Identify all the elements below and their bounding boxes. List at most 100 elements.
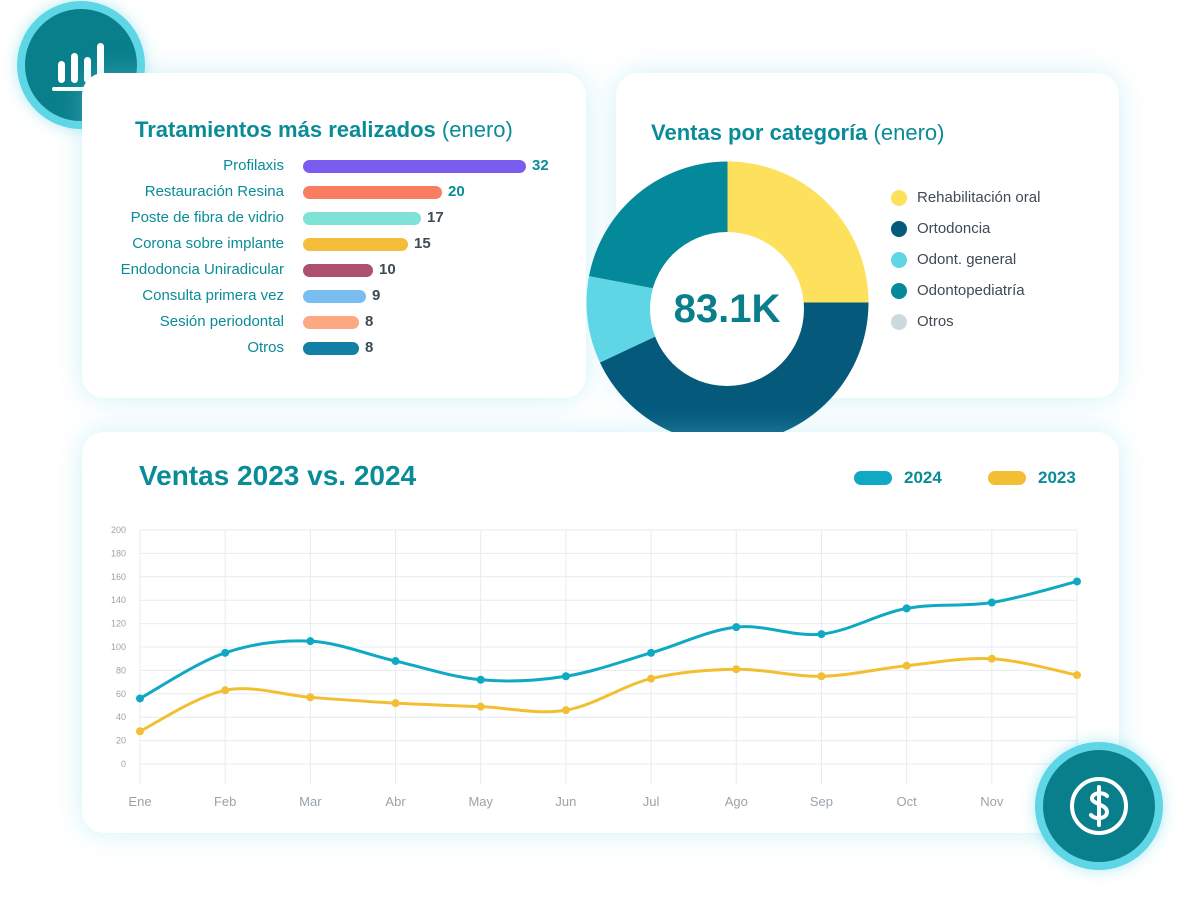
x-tick-label-ago: Ago <box>725 794 748 809</box>
bar-label-endodoncia-uniradicular: Endodoncia Uniradicular <box>120 261 284 278</box>
x-tick-label-sep: Sep <box>810 794 833 809</box>
x-tick-label-ene: Ene <box>128 794 151 809</box>
point-2023-jul <box>647 674 656 683</box>
treatments-card: Tratamientos más realizados (enero) Prof… <box>82 73 586 398</box>
point-2023-mar <box>306 693 315 702</box>
point-2024-nov <box>987 598 996 607</box>
bar-otros <box>303 342 359 355</box>
bar-value-consulta-primera-vez: 9 <box>372 287 381 304</box>
y-tick-label: 200 <box>111 525 126 535</box>
y-tick-label: 100 <box>111 642 126 652</box>
x-tick-label-oct: Oct <box>897 794 918 809</box>
point-2023-ene <box>136 727 144 736</box>
point-2024-feb <box>221 648 230 657</box>
categories-title: Ventas por categoría (enero) <box>651 120 945 145</box>
bar-label-restauracion-resina: Restauración Resina <box>144 183 284 200</box>
series-legend-2024: 2024 <box>854 468 942 488</box>
y-tick-label: 20 <box>116 736 126 746</box>
x-tick-label-abr: Abr <box>385 794 406 809</box>
bar-endodoncia-uniradicular <box>303 264 373 277</box>
y-tick-label: 80 <box>116 665 126 675</box>
bar-label-corona-sobre-implante: Corona sobre implante <box>132 235 284 252</box>
legend-item-odont-general: Odont. general <box>891 251 1016 268</box>
point-2023-feb <box>221 686 230 695</box>
legend-dot-odont-general <box>891 251 907 268</box>
y-tick-label: 0 <box>121 759 126 769</box>
bar-value-profilaxis: 32 <box>532 157 549 174</box>
y-tick-label: 40 <box>116 712 126 722</box>
bar-profilaxis <box>303 160 526 173</box>
bar-consulta-primera-vez <box>303 290 366 303</box>
legend-item-otros: Otros <box>891 313 954 330</box>
legend-item-ortodoncia: Ortodoncia <box>891 220 990 237</box>
y-tick-label: 180 <box>111 548 126 558</box>
treatments-title: Tratamientos más realizados (enero) <box>135 117 513 142</box>
x-tick-label-jul: Jul <box>643 794 660 809</box>
legend-label-odont-general: Odont. general <box>917 251 1017 268</box>
legend-dot-rehabilitacion-oral <box>891 189 907 206</box>
point-2023-nov <box>987 654 996 663</box>
series-line-2023 <box>138 656 1079 733</box>
point-2024-jul <box>647 648 656 657</box>
bar-sesion-periodontal <box>303 316 359 329</box>
x-tick-label-jun: Jun <box>555 794 576 809</box>
legend-dot-ortodoncia <box>891 220 907 237</box>
sales-line-chart: 0 20 40 60 80 100 120 140 160 180 200 Ene Feb Mar Abr M… <box>111 525 1087 809</box>
bar-label-sesion-periodontal: Sesión periodontal <box>159 313 284 330</box>
series-legend-2023: 2023 <box>988 468 1076 488</box>
series-swatch-2023 <box>988 471 1026 485</box>
legend-item-rehabilitacion-oral: Rehabilitación oral <box>891 189 1040 206</box>
x-tick-label-may: May <box>468 794 493 809</box>
line-chart-grid <box>139 529 1078 784</box>
sales-card: Ventas 2023 vs. 2024 2024 2023 0 20 40 60 80 1… <box>82 432 1119 833</box>
bar-value-otros: 8 <box>365 339 374 356</box>
bar-value-corona-sobre-implante: 15 <box>414 235 431 252</box>
point-2024-oct <box>902 604 911 613</box>
y-tick-label: 140 <box>111 595 126 605</box>
point-2023-dic <box>1073 671 1081 680</box>
bar-value-endodoncia-uniradicular: 10 <box>379 261 396 278</box>
bar-label-profilaxis: Profilaxis <box>223 157 284 174</box>
bar-restauracion-resina <box>303 186 442 199</box>
bar-label-otros: Otros <box>247 339 284 356</box>
bar-label-consulta-primera-vez: Consulta primera vez <box>142 287 284 304</box>
x-tick-label-nov: Nov <box>980 794 1004 809</box>
legend-label-rehabilitacion-oral: Rehabilitación oral <box>917 189 1041 206</box>
donut-total-label: 83.1K <box>650 232 804 386</box>
legend-label-ortodoncia: Ortodoncia <box>917 220 991 237</box>
point-2023-oct <box>902 661 911 670</box>
point-2023-ago <box>732 665 741 674</box>
series-line-2024 <box>138 579 1079 700</box>
x-tick-label-feb: Feb <box>214 794 236 809</box>
bar-value-restauracion-resina: 20 <box>448 183 465 200</box>
dollar-coin-icon <box>1035 742 1163 870</box>
point-2024-ene <box>136 694 144 703</box>
series-label-2023: 2023 <box>1038 468 1076 487</box>
bar-value-sesion-periodontal: 8 <box>365 313 374 330</box>
point-2024-dic <box>1073 577 1081 586</box>
y-tick-label: 60 <box>116 689 126 699</box>
point-2024-abr <box>391 657 400 666</box>
series-swatch-2024 <box>854 471 892 485</box>
point-2024-sep <box>817 630 826 639</box>
point-2024-may <box>476 675 485 684</box>
sales-title: Ventas 2023 vs. 2024 <box>139 460 417 491</box>
bar-corona-sobre-implante <box>303 238 408 251</box>
point-2024-mar <box>306 637 315 646</box>
point-2024-ago <box>732 623 741 632</box>
point-2023-may <box>476 702 485 711</box>
legend-label-otros: Otros <box>917 313 954 330</box>
legend-item-odontopediatria: Odontopediatría <box>891 282 1025 299</box>
legend-label-odontopediatria: Odontopediatría <box>917 282 1025 299</box>
legend-dot-otros <box>891 313 907 330</box>
legend-dot-odontopediatria <box>891 282 907 299</box>
point-2023-sep <box>817 672 826 681</box>
y-tick-label: 160 <box>111 572 126 582</box>
bar-value-poste-de-fibra-de-vidrio: 17 <box>427 209 444 226</box>
y-tick-label: 120 <box>111 619 126 629</box>
series-label-2024: 2024 <box>904 468 942 487</box>
x-tick-label-mar: Mar <box>299 794 322 809</box>
bar-poste-de-fibra-de-vidrio <box>303 212 421 225</box>
point-2024-jun <box>561 672 570 681</box>
bar-label-poste-de-fibra-de-vidrio: Poste de fibra de vidrio <box>130 209 284 226</box>
